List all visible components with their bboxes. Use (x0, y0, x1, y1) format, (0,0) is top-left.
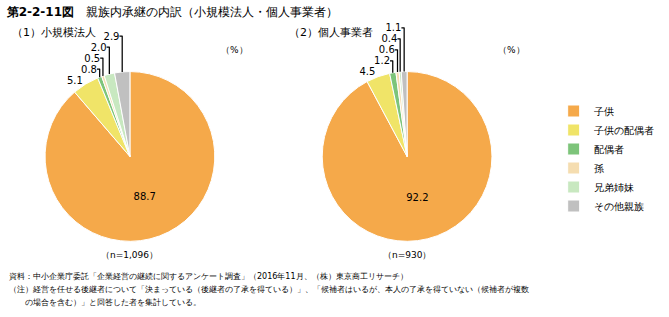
svg-text:0.6: 0.6 (379, 44, 395, 55)
svg-text:（1）小規模法人: （1）小規模法人 (12, 26, 96, 39)
svg-text:子供の配偶者: 子供の配偶者 (594, 125, 654, 136)
svg-text:0.8: 0.8 (81, 64, 97, 75)
svg-text:（2）個人事業者: （2）個人事業者 (289, 26, 373, 39)
svg-text:その他親族: その他親族 (594, 201, 644, 212)
svg-text:1.2: 1.2 (374, 55, 390, 66)
svg-text:88.7: 88.7 (134, 191, 156, 202)
svg-text:孫: 孫 (594, 163, 604, 174)
svg-text:資料：中小企業庁委託「企業経営の継続に関するアンケート調査」: 資料：中小企業庁委託「企業経営の継続に関するアンケート調査」（2016年11月、… (9, 272, 408, 281)
svg-text:（%）: （%） (498, 45, 525, 55)
svg-text:0.4: 0.4 (382, 33, 398, 44)
svg-text:兄弟姉妹: 兄弟姉妹 (594, 182, 634, 193)
svg-text:（注）経営を任せる後継者について「決まっている（後継者の了承: （注）経営を任せる後継者について「決まっている（後継者の了承を得ている）」、「候… (9, 285, 529, 294)
svg-text:第2-2-11図 親族内承継の内訳（小規模法人・個人事業者）: 第2-2-11図 親族内承継の内訳（小規模法人・個人事業者） (6, 5, 338, 19)
svg-text:4.5: 4.5 (359, 66, 375, 77)
svg-text:5.1: 5.1 (67, 75, 83, 86)
svg-text:（n=930）: （n=930） (383, 250, 431, 260)
svg-text:2.0: 2.0 (91, 42, 107, 53)
svg-text:92.2: 92.2 (406, 192, 428, 203)
svg-text:2.9: 2.9 (104, 31, 120, 42)
svg-text:配偶者: 配偶者 (594, 144, 624, 155)
svg-text:（n=1,096）: （n=1,096） (101, 250, 158, 260)
svg-text:の場合を含む）」と回答した者を集計している。: の場合を含む）」と回答した者を集計している。 (9, 298, 201, 307)
svg-text:0.5: 0.5 (84, 53, 100, 64)
svg-text:1.1: 1.1 (385, 22, 401, 33)
svg-text:（%）: （%） (221, 45, 248, 55)
svg-text:子供: 子供 (594, 106, 614, 117)
